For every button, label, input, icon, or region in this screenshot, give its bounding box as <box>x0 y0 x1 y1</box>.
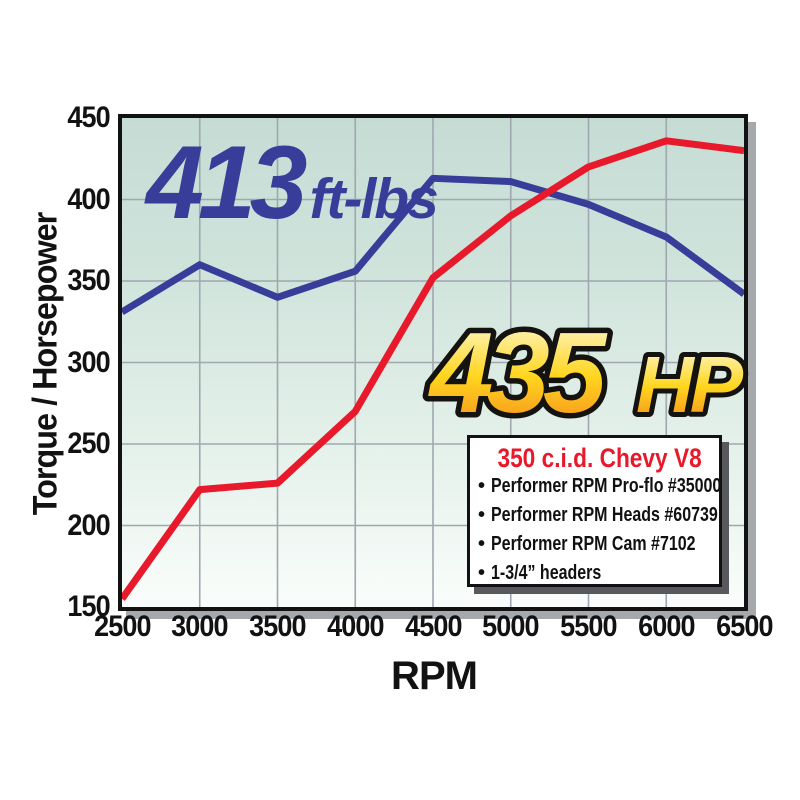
x-tick-label: 3000 <box>152 612 248 642</box>
y-tick-text: 300 <box>67 345 110 379</box>
bullet-icon: • <box>478 562 486 585</box>
y-tick-label: 150 <box>12 592 112 622</box>
y-tick-text: 150 <box>67 590 110 623</box>
x-tick-text: 3000 <box>171 610 229 643</box>
y-tick-label: 400 <box>12 182 112 216</box>
engine-spec-title: 350 c.i.d. Chevy V8 <box>478 443 711 473</box>
x-tick-label: 4500 <box>385 612 481 642</box>
spec-item-text: Performer RPM Pro-flo #35000 <box>491 475 722 498</box>
x-tick-text: 5000 <box>482 610 540 643</box>
y-tick-label: 450 <box>12 103 112 133</box>
x-tick-label: 4000 <box>307 612 403 642</box>
x-tick-label: 3500 <box>230 612 326 642</box>
spec-item: • Performer RPM Cam #7102 <box>478 530 711 559</box>
x-tick-label: 5000 <box>463 612 559 642</box>
y-tick-text: 450 <box>67 101 110 134</box>
x-tick-label: 5500 <box>541 612 637 642</box>
y-tick-label: 250 <box>12 429 112 459</box>
bullet-icon: • <box>478 533 486 556</box>
x-tick-text: 6000 <box>638 610 695 643</box>
y-tick-text: 400 <box>67 182 110 216</box>
x-tick-text: 3500 <box>249 610 306 643</box>
x-tick-text: 4000 <box>327 610 384 643</box>
engine-spec-box: 350 c.i.d. Chevy V8 • Performer RPM Pro-… <box>467 435 722 587</box>
x-tick-label: 6000 <box>618 612 714 642</box>
y-tick-label: 350 <box>12 266 112 296</box>
spec-item-text: Performer RPM Heads #60739 <box>491 504 718 527</box>
x-tick-text: 5500 <box>560 610 617 643</box>
x-tick-label: 2500 <box>74 612 170 642</box>
spec-item: • Performer RPM Heads #60739 <box>478 501 718 530</box>
engine-spec-title-text: 350 c.i.d. Chevy V8 <box>497 443 702 473</box>
spec-item-text: 1-3/4” headers <box>491 562 602 585</box>
bullet-icon: • <box>478 504 486 527</box>
plot-area: 413 ft-lbs 435 HP 350 c.i.d. Chevy V8 • P… <box>118 114 753 611</box>
x-tick-text: 2500 <box>93 610 151 643</box>
y-tick-text: 250 <box>67 427 110 460</box>
horsepower-curve <box>122 137 744 601</box>
x-axis-title: RPM <box>391 654 478 698</box>
spec-item: • 1-3/4” headers <box>478 559 711 588</box>
spec-item: • Performer RPM Pro-flo #35000 <box>478 472 721 501</box>
y-tick-label: 200 <box>12 508 112 542</box>
bullet-icon: • <box>478 475 486 498</box>
y-tick-label: 300 <box>12 345 112 379</box>
spec-item-text: Performer RPM Cam #7102 <box>491 533 696 556</box>
x-tick-text: 4500 <box>404 610 462 643</box>
torque-curve <box>122 174 744 315</box>
y-tick-text: 350 <box>67 264 110 297</box>
x-tick-text: 6500 <box>715 610 773 643</box>
y-tick-text: 200 <box>67 508 110 542</box>
x-tick-label: 6500 <box>696 612 792 642</box>
